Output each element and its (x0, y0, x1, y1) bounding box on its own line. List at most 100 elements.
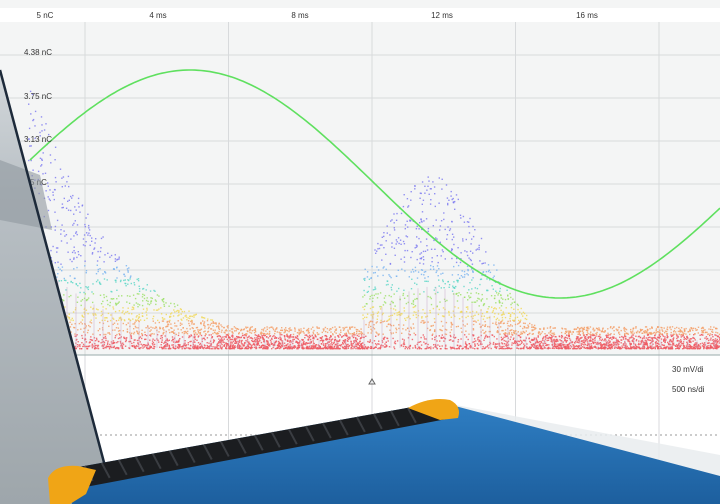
pd-dot (436, 347, 438, 350)
pd-dot (523, 326, 526, 328)
pd-dot (707, 342, 709, 344)
pd-dot (703, 342, 706, 344)
pd-dot (579, 334, 581, 336)
pd-dot (190, 315, 192, 317)
pd-dot (456, 257, 458, 260)
pd-dot (117, 330, 120, 332)
pd-dot (220, 338, 222, 341)
pd-dot (404, 228, 406, 230)
pd-dot (359, 345, 361, 347)
pd-dot (39, 131, 41, 134)
pd-dot (611, 336, 614, 338)
pd-dot (470, 347, 472, 349)
pd-dot (328, 343, 330, 346)
pd-dot (457, 279, 459, 282)
pd-dot (531, 333, 534, 335)
pd-dot (298, 333, 300, 336)
pd-dot (84, 338, 87, 341)
pd-dot (349, 338, 351, 340)
pd-dot (182, 346, 184, 348)
pd-dot (628, 341, 631, 343)
pd-dot (212, 339, 215, 341)
pd-dot (420, 273, 423, 276)
pd-dot (68, 313, 70, 315)
pd-dot (130, 282, 132, 285)
pd-dot (193, 316, 195, 318)
pd-dot (333, 345, 336, 348)
pd-dot (422, 263, 425, 265)
pd-dot (496, 317, 499, 320)
pd-dot (608, 339, 610, 341)
pd-dot (337, 335, 339, 337)
pd-dot (321, 336, 324, 338)
pd-dot (303, 342, 305, 345)
pd-dot (99, 328, 101, 330)
pd-dot (542, 343, 544, 345)
pd-dot (584, 343, 587, 346)
pd-dot (87, 345, 90, 348)
pd-dot (473, 340, 475, 343)
pd-dot (126, 328, 129, 330)
pd-dot (385, 344, 387, 346)
pd-dot (536, 347, 538, 349)
pd-dot (647, 347, 649, 350)
pd-dot (625, 337, 627, 340)
pd-dot (546, 334, 548, 337)
pd-dot (276, 337, 278, 339)
pd-dot (630, 330, 632, 333)
pd-dot (578, 328, 581, 330)
pd-dot (478, 244, 480, 247)
pd-dot (451, 238, 453, 241)
pd-dot (158, 331, 160, 333)
pd-dot (672, 333, 675, 335)
pd-dot (375, 293, 377, 295)
pd-dot (501, 316, 504, 319)
pd-dot (700, 334, 703, 336)
pd-dot (339, 326, 341, 328)
pd-dot (601, 339, 603, 342)
pd-dot (381, 244, 383, 246)
pd-dot (489, 271, 492, 274)
pd-dot (218, 341, 220, 343)
pd-dot (301, 346, 303, 349)
pd-dot (467, 315, 469, 317)
pd-dot (231, 334, 234, 336)
pd-dot (451, 274, 454, 276)
pd-dot (533, 338, 535, 341)
pd-dot (583, 344, 585, 346)
pd-dot (119, 337, 121, 339)
pd-dot (62, 176, 65, 178)
pd-dot (424, 250, 427, 252)
pd-dot (518, 340, 520, 343)
pd-dot (465, 336, 468, 338)
pd-dot (402, 292, 405, 295)
pd-dot (195, 327, 198, 329)
pd-dot (557, 345, 559, 348)
pd-dot (686, 336, 688, 338)
pd-dot (76, 266, 78, 269)
pd-dot (628, 347, 631, 350)
pd-dot (457, 339, 460, 341)
pd-dot (187, 342, 189, 344)
pd-dot (631, 335, 633, 337)
pd-dot (463, 285, 465, 288)
pd-dot (356, 346, 358, 349)
pd-dot (454, 208, 456, 210)
pd-dot (185, 345, 187, 347)
pd-dot (257, 334, 260, 336)
pd-dot (279, 334, 281, 336)
pd-dot (107, 252, 109, 254)
pd-dot (578, 329, 581, 331)
pd-dot (578, 345, 580, 347)
pd-dot (111, 298, 114, 300)
pd-dot (296, 341, 298, 343)
pd-dot (511, 342, 513, 344)
pd-dot (264, 333, 266, 335)
pd-dot (427, 295, 429, 298)
pd-dot (457, 281, 459, 283)
pd-dot (220, 342, 223, 344)
pd-dot (360, 328, 362, 330)
pd-dot (283, 335, 286, 337)
pd-dot (666, 330, 668, 333)
pd-dot (295, 341, 297, 343)
